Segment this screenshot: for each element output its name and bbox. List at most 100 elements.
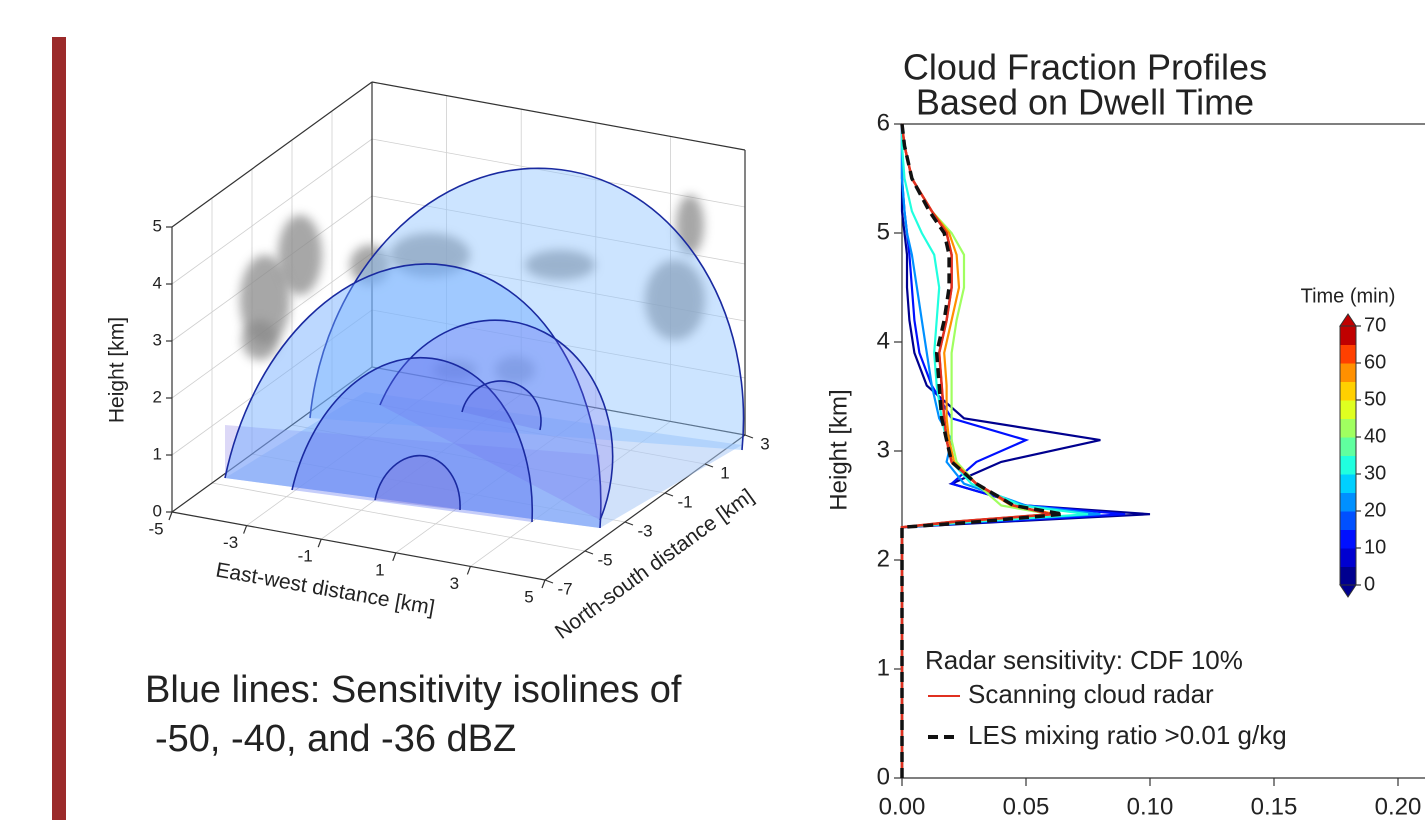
sensitivity-isoline [224, 263, 602, 529]
cloud [645, 260, 705, 340]
colorbar-segment [1340, 548, 1356, 567]
sensitivity-isoline [374, 454, 461, 511]
grid-line [371, 195, 746, 265]
x-tick-label: -3 [223, 533, 238, 552]
tick-mark [392, 552, 397, 562]
z-tick-label: 3 [153, 330, 162, 349]
legend-label: LES mixing ratio >0.01 g/kg [968, 720, 1287, 750]
colorbar-tick-label: 30 [1364, 462, 1386, 484]
box-edge [171, 366, 373, 513]
z-tick-label: 2 [153, 387, 162, 406]
y-tick-label: -1 [677, 492, 692, 511]
z-axis-label: Height [km] [106, 317, 129, 423]
colorbar-tick-label: 60 [1364, 351, 1386, 373]
tick-mark [243, 525, 248, 534]
colorbar-segment [1340, 381, 1356, 401]
grid-line [171, 138, 373, 285]
y-axis-label: Height [km] [825, 389, 852, 510]
colorbar-segment [1340, 344, 1356, 364]
sensitivity-isoline [291, 356, 534, 523]
x-tick-label: 5 [524, 587, 533, 606]
y-tick-label: 3 [760, 434, 769, 453]
grid-line [171, 309, 373, 456]
y-tick-label: -3 [637, 521, 652, 540]
colorbar-frame [1339, 325, 1357, 586]
x-tick-label: -5 [148, 519, 163, 538]
colorbar-segment [1340, 511, 1356, 530]
tick-mark [466, 566, 471, 575]
tick-mark [544, 579, 554, 584]
z-tick-label: 5 [153, 216, 162, 235]
colorbar-segment [1340, 437, 1356, 456]
tick-mark [317, 538, 322, 548]
cloud-3d-plot: 0 1 2 3 4 5 -5 -3 -1 1 3 5 -7 -5 -3 -1 1 3 Height [km] East… [106, 81, 770, 760]
chart-title: Cloud Fraction Profiles [903, 47, 1267, 88]
x-tick-label: 0.20 [1375, 793, 1422, 820]
tick-mark [664, 492, 674, 497]
time-profile [900, 124, 1101, 778]
colorbar-segment [1340, 474, 1356, 493]
caption: -50, -40, and -36 dBZ [155, 718, 516, 760]
chart-title: Based on Dwell Time [916, 82, 1254, 123]
tick-mark [744, 434, 754, 439]
floor-plane [225, 392, 742, 528]
colorbar-arrow [1339, 313, 1357, 327]
x-tick-label: 1 [375, 560, 384, 579]
x-tick-label: 3 [450, 574, 459, 593]
cloud [433, 360, 477, 380]
colorbar-segment [1340, 455, 1356, 475]
z-tick-label: 4 [153, 273, 162, 292]
grid-line [371, 138, 746, 208]
cloud [242, 320, 278, 360]
colorbar-segment [1340, 529, 1356, 549]
x-tick-label: 0.15 [1251, 793, 1298, 820]
z-tick-label: 0 [153, 501, 162, 520]
time-profile [900, 124, 1089, 778]
tick-mark [584, 550, 594, 555]
time-profile [900, 124, 1151, 778]
y-tick-label: 4 [877, 327, 890, 354]
sensitivity-isoline [309, 167, 745, 451]
y-tick-label: -7 [557, 579, 572, 598]
legend-label: Scanning cloud radar [968, 679, 1214, 709]
colorbar-segment [1340, 418, 1356, 438]
grid-line [211, 482, 586, 552]
colorbar-tick-label: 70 [1364, 314, 1386, 336]
z-tick-label: 1 [153, 444, 162, 463]
series-line [900, 123, 1064, 778]
y-tick-label: 1 [877, 654, 890, 681]
y-tick-label: 6 [877, 109, 890, 136]
colorbar-tick-label: 50 [1364, 388, 1386, 410]
box-edge [371, 366, 746, 436]
colorbar-segment [1340, 400, 1356, 419]
x-tick-label: 0.00 [879, 793, 926, 820]
cloud [525, 250, 595, 280]
y-tick-label: 2 [877, 545, 890, 572]
tick-mark [541, 579, 546, 589]
colorbar-tick-label: 20 [1364, 499, 1386, 521]
y-tick-label: 1 [720, 463, 729, 482]
colorbar-arrow [1339, 584, 1357, 598]
cloud [278, 215, 322, 295]
x-tick-label: 0.10 [1127, 793, 1174, 820]
x-axis-label: East-west distance [km] [214, 558, 436, 619]
box-edge [171, 81, 373, 228]
colorbar-segment [1340, 566, 1356, 586]
x-tick-label: 0.05 [1003, 793, 1050, 820]
legend-title: Radar sensitivity: CDF 10% [925, 645, 1243, 675]
sensitivity-isoline [379, 319, 614, 521]
tick-mark [704, 463, 714, 468]
colorbar-label: Time (min) [1301, 285, 1396, 307]
colorbar-segment [1340, 363, 1356, 382]
colorbar-tick-label: 10 [1364, 536, 1386, 558]
caption: Blue lines: Sensitivity isolines of [145, 669, 682, 711]
colorbar-tick-label: 40 [1364, 425, 1386, 447]
colorbar-segment [1340, 492, 1356, 512]
axis-frame [901, 123, 1425, 779]
x-tick-label: -1 [298, 547, 313, 566]
colorbar-tick-label: 0 [1364, 573, 1375, 595]
tick-mark [168, 511, 173, 521]
y-tick-label: -5 [597, 550, 612, 569]
